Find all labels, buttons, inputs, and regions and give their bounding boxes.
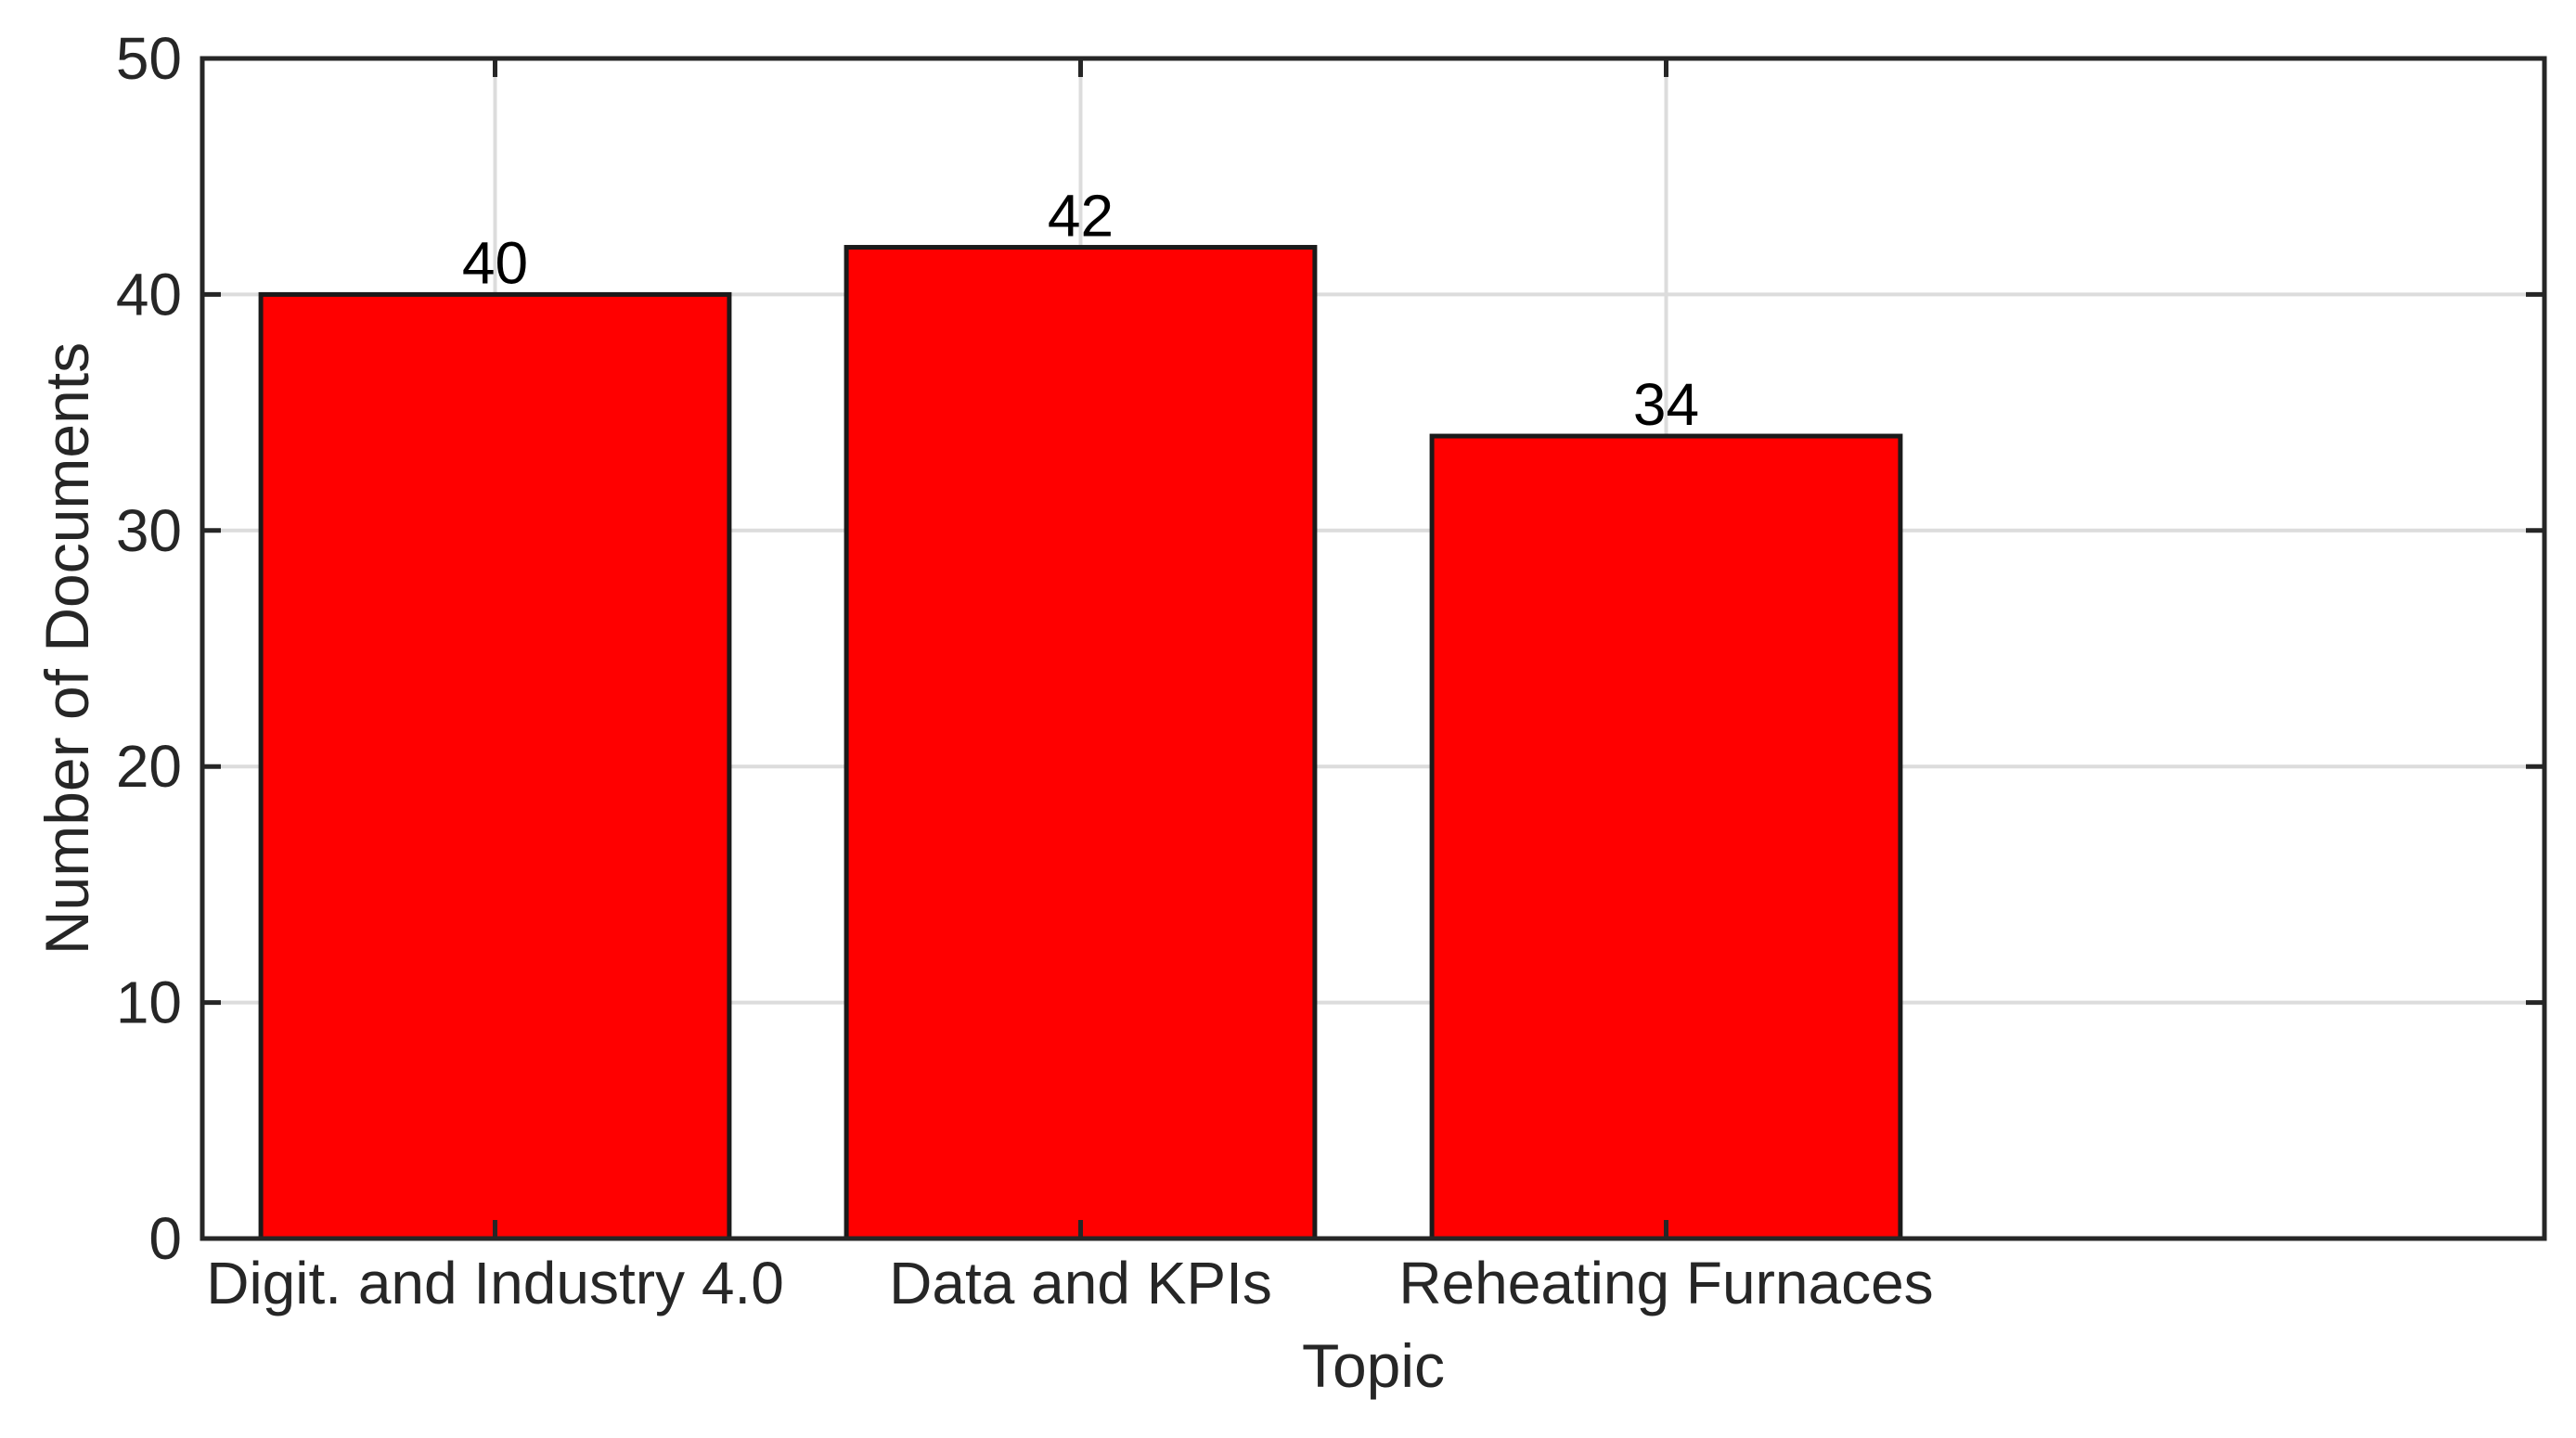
bar-value-label: 42 <box>1048 183 1114 250</box>
x-axis-label: Topic <box>1302 1331 1445 1400</box>
y-tick-label: 10 <box>116 969 182 1036</box>
y-tick-label: 30 <box>116 497 182 564</box>
bar-value-label: 34 <box>1633 371 1699 438</box>
axes-frame <box>200 56 2547 1241</box>
bar <box>1429 433 1903 1241</box>
x-category-label: Digit. and Industry 4.0 <box>206 1250 784 1316</box>
x-category-label: Reheating Furnaces <box>1398 1250 1933 1316</box>
y-tick-label: 50 <box>116 25 182 92</box>
bar <box>258 291 732 1241</box>
y-axis-label: Number of Documents <box>32 342 101 955</box>
bar-value-label: 40 <box>462 229 528 296</box>
y-tick-label: 0 <box>148 1205 182 1272</box>
data-labels: 40 42 34 <box>462 183 1699 439</box>
x-category-label: Data and KPIs <box>889 1250 1272 1316</box>
tick-marks <box>202 56 2544 1241</box>
y-tick-label: 40 <box>116 261 182 327</box>
bar <box>844 245 1318 1241</box>
y-tick-label: 20 <box>116 733 182 800</box>
tick-labels: 0 10 20 30 40 50 Digit. and Industry 4.0 Data a… <box>116 25 1934 1316</box>
plot-frame <box>200 56 2547 1241</box>
